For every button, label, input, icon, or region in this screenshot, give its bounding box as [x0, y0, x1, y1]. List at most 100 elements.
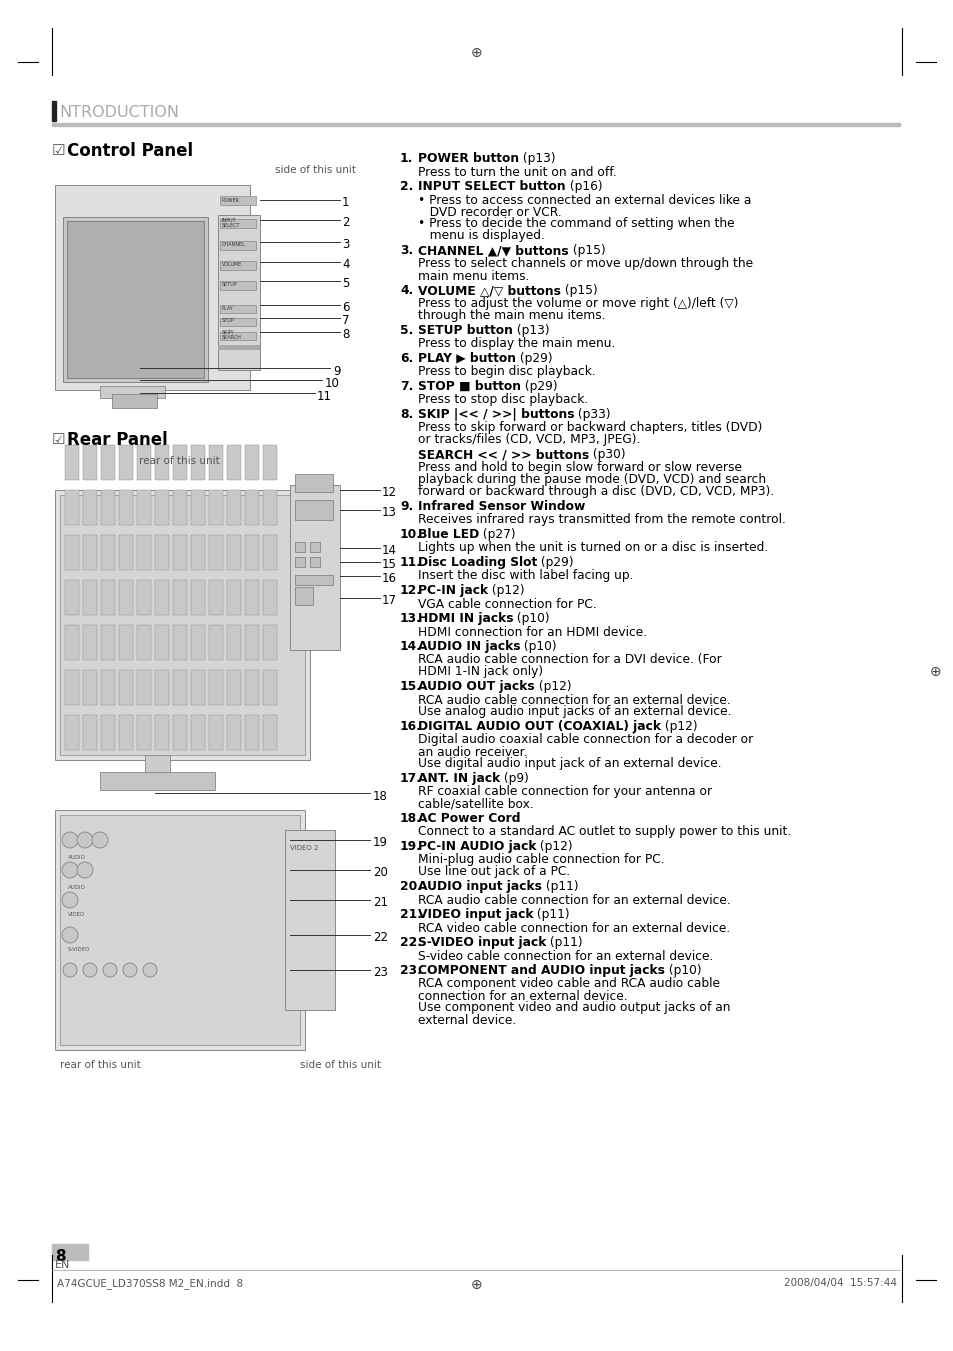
Bar — [310, 542, 319, 553]
Bar — [154, 580, 169, 615]
Text: CHANNEL: CHANNEL — [222, 242, 246, 247]
Bar — [65, 490, 79, 526]
Text: Use component video and audio output jacks of an: Use component video and audio output jac… — [417, 1001, 730, 1015]
Bar — [209, 490, 223, 526]
Bar — [227, 626, 241, 661]
Bar — [218, 215, 260, 370]
Text: (p12): (p12) — [660, 720, 697, 734]
Bar — [55, 185, 250, 390]
Bar — [294, 542, 305, 553]
Text: (p33): (p33) — [574, 408, 611, 422]
Bar — [245, 626, 258, 661]
Bar — [209, 715, 223, 750]
Text: ☑: ☑ — [52, 432, 66, 447]
Bar — [119, 580, 132, 615]
Text: • Press to access connected an external devices like a: • Press to access connected an external … — [417, 193, 751, 207]
Text: AUDIO OUT jacks: AUDIO OUT jacks — [417, 680, 534, 693]
Text: 13: 13 — [381, 507, 396, 519]
Bar — [218, 345, 260, 350]
Text: 23: 23 — [373, 966, 388, 979]
Bar — [52, 123, 899, 126]
Text: 13.: 13. — [399, 612, 421, 626]
Bar — [191, 580, 205, 615]
Text: S-VIDEO input jack: S-VIDEO input jack — [417, 936, 546, 948]
Text: 20.: 20. — [399, 880, 421, 893]
Circle shape — [63, 963, 77, 977]
Bar — [101, 490, 115, 526]
Circle shape — [77, 832, 92, 848]
Bar — [137, 626, 151, 661]
Text: 20: 20 — [373, 866, 388, 880]
Text: side of this unit: side of this unit — [299, 1061, 380, 1070]
Bar — [83, 626, 97, 661]
Text: Control Panel: Control Panel — [67, 142, 193, 159]
Text: 21.: 21. — [399, 908, 421, 921]
Bar — [245, 670, 258, 705]
Bar — [263, 626, 276, 661]
Bar — [137, 490, 151, 526]
Text: 11: 11 — [316, 390, 332, 403]
Text: Digital audio coaxial cable connection for a decoder or: Digital audio coaxial cable connection f… — [417, 734, 753, 747]
Text: (p29): (p29) — [537, 557, 574, 569]
Bar — [209, 535, 223, 570]
Text: 17.: 17. — [399, 771, 421, 785]
Text: (p27): (p27) — [478, 528, 516, 540]
Bar — [137, 580, 151, 615]
Text: main menu items.: main menu items. — [417, 269, 529, 282]
Text: AUDIO: AUDIO — [68, 885, 86, 890]
Text: or tracks/files (CD, VCD, MP3, JPEG).: or tracks/files (CD, VCD, MP3, JPEG). — [417, 434, 639, 446]
Text: PLAY ▶ button: PLAY ▶ button — [417, 353, 516, 365]
Bar — [119, 444, 132, 480]
Text: POWER: POWER — [222, 197, 240, 203]
Text: an audio receiver.: an audio receiver. — [417, 746, 527, 758]
Text: Blue LED: Blue LED — [417, 528, 478, 540]
Bar — [65, 715, 79, 750]
Text: 10: 10 — [325, 377, 339, 390]
Bar — [285, 830, 335, 1011]
Text: Disc Loading Slot: Disc Loading Slot — [417, 557, 537, 569]
Bar — [263, 670, 276, 705]
Bar — [191, 715, 205, 750]
Text: 22.: 22. — [399, 936, 421, 948]
Text: (p10): (p10) — [513, 612, 550, 626]
Text: 16.: 16. — [399, 720, 421, 734]
Bar — [191, 626, 205, 661]
Bar — [172, 670, 187, 705]
Bar — [55, 490, 310, 761]
Text: VIDEO input jack: VIDEO input jack — [417, 908, 533, 921]
Text: RCA audio cable connection for a DVI device. (For: RCA audio cable connection for a DVI dev… — [417, 654, 721, 666]
Text: Insert the disc with label facing up.: Insert the disc with label facing up. — [417, 570, 633, 582]
Circle shape — [62, 892, 78, 908]
Text: NTRODUCTION: NTRODUCTION — [59, 105, 179, 120]
Text: 4.: 4. — [399, 284, 413, 297]
Text: ⊕: ⊕ — [929, 665, 941, 680]
Text: COMPONENT and AUDIO input jacks: COMPONENT and AUDIO input jacks — [417, 965, 664, 977]
Text: through the main menu items.: through the main menu items. — [417, 309, 605, 323]
Text: • Press to decide the command of setting when the: • Press to decide the command of setting… — [417, 218, 734, 231]
Bar — [119, 715, 132, 750]
Text: 7.: 7. — [399, 380, 413, 393]
Text: (p11): (p11) — [546, 936, 582, 948]
Text: SETUP button: SETUP button — [417, 324, 513, 336]
Bar — [245, 535, 258, 570]
Text: RCA video cable connection for an external device.: RCA video cable connection for an extern… — [417, 921, 729, 935]
Text: 7: 7 — [341, 313, 349, 327]
Bar — [220, 317, 255, 326]
Text: AUDIO IN jacks: AUDIO IN jacks — [417, 640, 520, 653]
Text: external device.: external device. — [417, 1013, 516, 1027]
Bar — [263, 490, 276, 526]
Bar — [83, 444, 97, 480]
Text: AC Power Cord: AC Power Cord — [417, 812, 520, 825]
Bar — [294, 576, 333, 585]
Text: VIDEO: VIDEO — [68, 912, 85, 917]
Text: (p13): (p13) — [518, 153, 556, 165]
Bar — [209, 580, 223, 615]
Bar — [245, 580, 258, 615]
Text: A74GCUE_LD370SS8 M2_EN.indd  8: A74GCUE_LD370SS8 M2_EN.indd 8 — [57, 1278, 243, 1289]
Bar — [65, 670, 79, 705]
Text: 2: 2 — [341, 216, 349, 230]
Bar — [137, 535, 151, 570]
Bar — [60, 815, 299, 1046]
Text: ⊕: ⊕ — [471, 46, 482, 59]
Bar — [65, 535, 79, 570]
